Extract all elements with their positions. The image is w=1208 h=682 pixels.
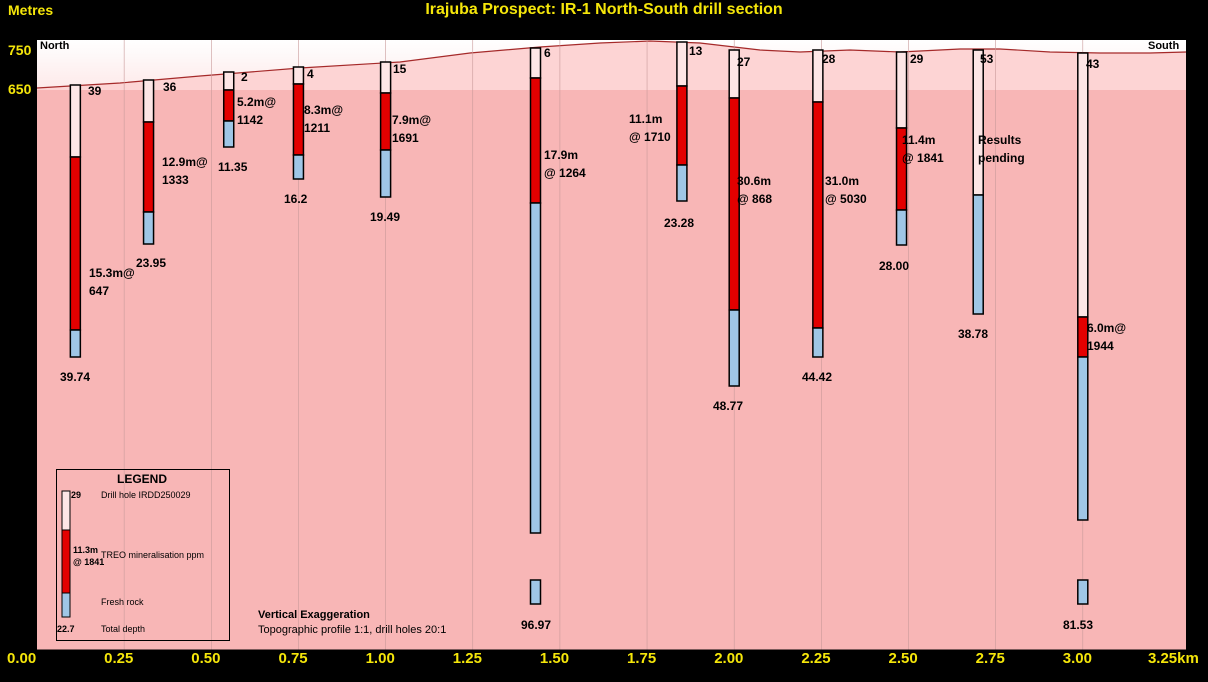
hole-53-fresh-rock	[972, 194, 984, 315]
hole-id-label: 2	[241, 70, 248, 84]
hole-total-depth-label: 16.2	[284, 192, 308, 206]
x-tick-label: 3.25km	[1147, 650, 1199, 667]
legend-drill-hole: Drill hole IRDD250029	[101, 490, 191, 500]
hole-43-fresh-rock	[1077, 356, 1089, 521]
hole-total-depth-label: 39.74	[60, 370, 91, 384]
hole-intercept-label: 5.2m@ 1142	[237, 95, 277, 127]
hole-id-label: 39	[88, 84, 102, 98]
hole-27-fresh-rock	[728, 309, 740, 387]
legend-sample-depth: 22.7	[57, 624, 75, 634]
x-tick-label: 0.50	[191, 650, 221, 667]
legend: LEGEND	[56, 469, 230, 641]
x-tick-label: 1.50	[539, 650, 570, 667]
hole-29-fresh-rock	[895, 209, 908, 246]
x-tick-label: 0.75	[278, 650, 308, 667]
hole-intercept-label: 30.6m @ 868	[737, 174, 773, 206]
hole-intercept-label: 15.3m@ 647	[89, 266, 135, 298]
hole-39-fresh-rock	[69, 329, 82, 358]
hole-43-end-segment	[1077, 579, 1089, 605]
hole-id-label: 29	[910, 52, 924, 66]
hole-total-depth-label: 44.42	[802, 370, 833, 384]
north-label: North	[40, 40, 70, 52]
x-tick-label: 1.75	[627, 650, 657, 667]
hole-intercept-label: 12.9m@ 1333	[162, 155, 208, 187]
legend-fresh-rock: Fresh rock	[101, 597, 144, 607]
hole-intercept-label: 31.0m @ 5030	[825, 174, 867, 206]
hole-intercept-label: Results pending	[978, 133, 1025, 165]
hole-total-depth-label: 28.00	[879, 259, 910, 273]
vertical-exaggeration-title: Vertical Exaggeration	[258, 609, 370, 621]
hole-id-label: 4	[307, 67, 314, 81]
hole-intercept-label: 8.3m@ 1211	[304, 103, 344, 135]
hole-id-label: 27	[737, 55, 751, 69]
x-tick-label: 1.25	[452, 650, 482, 667]
hole-total-depth-label: 81.53	[1063, 618, 1094, 632]
hole-id-label: 15	[393, 62, 407, 76]
x-tick-label: 2.25	[801, 650, 831, 667]
hole-intercept-label: 7.9m@ 1691	[392, 113, 432, 145]
x-tick-label: 1.00	[365, 650, 395, 667]
hole-36-fresh-rock	[142, 211, 155, 245]
vertical-exaggeration-text: Topographic profile 1:1, drill holes 20:…	[258, 624, 447, 636]
hole-total-depth-label: 38.78	[958, 327, 989, 341]
hole-id-label: 53	[980, 52, 994, 66]
hole-4-fresh-rock	[292, 154, 305, 180]
legend-mineralisation: TREO mineralisation ppm	[101, 550, 205, 560]
hole-total-depth-label: 96.97	[521, 618, 552, 632]
hole-2-fresh-rock	[222, 120, 235, 148]
x-tick-label: 0.00	[7, 650, 37, 667]
hole-total-depth-label: 48.77	[713, 399, 744, 413]
hole-id-label: 13	[689, 44, 703, 58]
legend-sample-intercept-2: @ 1841	[73, 557, 105, 567]
legend-total-depth: Total depth	[101, 624, 146, 634]
hole-intercept-label: 6.0m@ 1944	[1087, 321, 1127, 353]
y-tick-650: 650	[8, 81, 32, 97]
chart-title: Irajuba Prospect: IR-1 North-South drill…	[425, 1, 783, 18]
hole-total-depth-label: 23.95	[136, 256, 167, 270]
legend-fresh-rock-segment	[61, 592, 71, 618]
hole-total-depth-label: 19.49	[370, 210, 401, 224]
hole-id-label: 28	[822, 52, 836, 66]
hole-total-depth-label: 23.28	[664, 216, 695, 230]
legend-unmineralised-segment	[61, 490, 71, 531]
hole-id-label: 36	[163, 80, 177, 94]
x-tick-label: 2.00	[714, 650, 744, 667]
y-tick-750: 750	[8, 42, 32, 58]
south-label: South	[1148, 40, 1180, 52]
hole-id-label: 6	[544, 46, 551, 60]
hole-intercept-label: 11.1m @ 1710	[629, 112, 671, 144]
hole-id-label: 43	[1086, 57, 1100, 71]
y-axis-label: Metres	[8, 2, 54, 18]
hole-total-depth-label: 11.35	[218, 160, 248, 174]
legend-mineralised-segment	[61, 529, 71, 594]
x-tick-label: 2.75	[975, 650, 1005, 667]
hole-intercept-label: 11.4m @ 1841	[902, 133, 944, 165]
hole-6-fresh-rock	[529, 202, 542, 534]
x-tick-label: 0.25	[104, 650, 134, 667]
hole-13-fresh-rock	[676, 164, 688, 202]
hole-28-fresh-rock	[812, 327, 824, 358]
x-tick-label: 3.00	[1062, 650, 1092, 667]
topographic-profile	[36, 40, 1187, 89]
hole-intercept-label: 17.9m @ 1264	[544, 148, 586, 180]
legend-sample-id: 29	[71, 490, 82, 500]
hole-6-end-segment	[529, 579, 542, 605]
legend-sample-intercept-1: 11.3m	[73, 545, 99, 555]
legend-title: LEGEND	[117, 472, 168, 486]
x-tick-label: 2.50	[888, 650, 918, 667]
hole-15-fresh-rock	[379, 149, 392, 198]
